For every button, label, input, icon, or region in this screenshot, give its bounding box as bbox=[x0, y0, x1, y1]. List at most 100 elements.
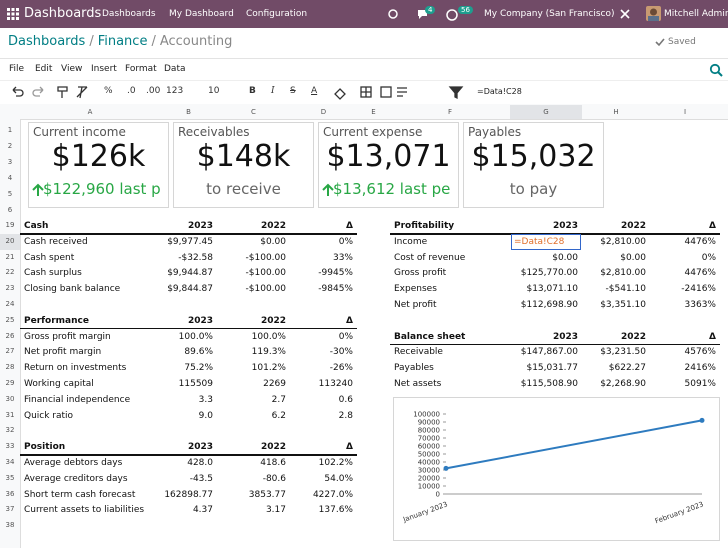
table-cell[interactable]: 428.0 bbox=[187, 458, 213, 468]
table-cell[interactable]: $0.00 bbox=[260, 236, 286, 247]
table-cell[interactable]: -$541.10 bbox=[605, 284, 646, 295]
table-cell[interactable]: Cash received bbox=[24, 236, 88, 247]
toolbar-button[interactable]: .00 bbox=[146, 86, 161, 96]
table-cell[interactable]: $112,698.90 bbox=[520, 300, 578, 310]
toolbar-button[interactable]: .0 bbox=[127, 86, 136, 96]
table-cell[interactable]: 102.2% bbox=[318, 458, 353, 468]
menu-item[interactable]: Edit bbox=[35, 64, 53, 74]
table-cell[interactable]: 54.0% bbox=[324, 473, 353, 484]
column-header[interactable]: H bbox=[613, 108, 619, 116]
row-header[interactable]: 37 bbox=[5, 505, 15, 514]
toolbar-button[interactable]: I bbox=[271, 86, 275, 96]
table-cell[interactable]: 75.2% bbox=[184, 363, 213, 374]
app-name[interactable]: Dashboards bbox=[24, 6, 102, 21]
toolbar-button[interactable]: % bbox=[104, 86, 113, 96]
table-cell[interactable]: 115509 bbox=[178, 379, 213, 389]
table-cell[interactable]: Net assets bbox=[394, 379, 442, 389]
table-cell[interactable]: 2416% bbox=[684, 363, 716, 374]
table-cell[interactable]: 0% bbox=[338, 236, 353, 247]
column-header[interactable]: I bbox=[683, 108, 687, 116]
menu-item[interactable]: Insert bbox=[91, 64, 117, 74]
table-cell[interactable]: $2,810.00 bbox=[600, 236, 646, 247]
line-chart[interactable]: 0100002000030000400005000060000700008000… bbox=[393, 397, 720, 541]
row-header[interactable]: 36 bbox=[5, 489, 15, 498]
row-header[interactable]: 32 bbox=[5, 426, 15, 435]
toolbar-button[interactable]: S bbox=[290, 86, 296, 96]
table-cell[interactable]: 137.6% bbox=[318, 505, 353, 516]
table-cell[interactable]: -43.5 bbox=[189, 473, 213, 484]
table-cell[interactable]: 4476% bbox=[684, 236, 716, 247]
toolbar-button[interactable]: 10 bbox=[208, 86, 220, 96]
table-cell[interactable]: $9,977.45 bbox=[167, 236, 213, 247]
table-cell[interactable]: 4227.0% bbox=[312, 489, 353, 500]
table-cell[interactable]: 3363% bbox=[684, 300, 716, 310]
table-cell[interactable]: 101.2% bbox=[251, 363, 286, 374]
table-cell[interactable]: 6.2 bbox=[271, 410, 286, 421]
table-cell[interactable]: $0.00 bbox=[620, 252, 646, 263]
row-header[interactable]: 35 bbox=[5, 473, 15, 482]
table-cell[interactable]: $9,944.87 bbox=[167, 268, 213, 279]
row-header[interactable]: 6 bbox=[7, 206, 13, 214]
table-cell[interactable]: Financial independence bbox=[24, 394, 131, 405]
table-cell[interactable]: 3.17 bbox=[265, 505, 286, 516]
row-header[interactable]: 21 bbox=[5, 252, 15, 261]
row-header[interactable]: 4 bbox=[7, 174, 13, 182]
table-cell[interactable]: Short term cash forecast bbox=[24, 489, 136, 500]
row-header[interactable]: 26 bbox=[5, 331, 15, 340]
row-header[interactable]: 34 bbox=[5, 458, 15, 466]
row-header[interactable]: 25 bbox=[5, 315, 15, 324]
breadcrumb-item[interactable]: Finance bbox=[97, 34, 148, 49]
table-cell[interactable]: Average creditors days bbox=[24, 473, 128, 484]
table-cell[interactable]: 418.6 bbox=[260, 458, 286, 468]
table-cell[interactable]: 113240 bbox=[318, 379, 353, 389]
scorecard[interactable]: Current income $126k $122,960 last p bbox=[28, 122, 169, 208]
table-cell[interactable]: 5091% bbox=[684, 379, 716, 389]
row-header[interactable]: 19 bbox=[5, 221, 15, 229]
table-cell[interactable]: 0.6 bbox=[338, 394, 353, 405]
table-cell[interactable]: $125,770.00 bbox=[520, 268, 578, 279]
row-header[interactable]: 1 bbox=[7, 126, 13, 134]
scorecard[interactable]: Receivables $148k to receive bbox=[173, 122, 314, 208]
table-cell[interactable]: $2,810.00 bbox=[600, 268, 646, 279]
table-cell[interactable]: 33% bbox=[332, 252, 353, 263]
table-cell[interactable]: Net profit margin bbox=[24, 347, 102, 358]
table-cell[interactable]: $15,031.77 bbox=[526, 363, 578, 374]
menu-item[interactable]: Data bbox=[164, 64, 186, 74]
row-header[interactable]: 22 bbox=[5, 268, 15, 277]
column-header[interactable]: B bbox=[186, 108, 191, 116]
table-cell[interactable]: Current assets to liabilities bbox=[24, 505, 145, 516]
table-cell[interactable]: 0% bbox=[338, 331, 353, 342]
table-cell[interactable]: -80.6 bbox=[262, 473, 286, 484]
column-header[interactable]: D bbox=[320, 108, 327, 116]
table-cell[interactable]: Average debtors days bbox=[24, 458, 123, 468]
table-cell[interactable]: Cost of revenue bbox=[394, 252, 466, 263]
app-grid-icon[interactable] bbox=[7, 8, 19, 20]
menu-item[interactable]: View bbox=[61, 64, 83, 74]
toolbar-button[interactable]: 123 bbox=[166, 86, 184, 96]
table-cell[interactable]: 4.37 bbox=[192, 505, 213, 516]
table-cell[interactable]: -30% bbox=[329, 347, 353, 358]
table-cell[interactable]: $147,867.00 bbox=[520, 347, 578, 358]
nav-menu-item[interactable]: Configuration bbox=[246, 9, 308, 19]
table-cell[interactable]: 2269 bbox=[263, 379, 286, 389]
row-header[interactable]: 2 bbox=[7, 142, 13, 150]
row-header[interactable]: 33 bbox=[5, 442, 15, 451]
breadcrumb-item[interactable]: Dashboards bbox=[8, 34, 86, 49]
column-header[interactable]: E bbox=[371, 108, 376, 116]
table-cell[interactable]: Cash spent bbox=[24, 252, 75, 263]
avatar[interactable] bbox=[646, 6, 661, 21]
column-header[interactable]: G bbox=[510, 105, 582, 119]
table-cell[interactable]: Gross profit bbox=[394, 268, 447, 279]
row-header[interactable]: 31 bbox=[5, 410, 15, 419]
table-cell[interactable]: 4576% bbox=[684, 347, 716, 358]
menu-item[interactable]: File bbox=[9, 64, 25, 74]
table-cell[interactable]: Gross profit margin bbox=[24, 331, 111, 342]
table-cell[interactable]: 89.6% bbox=[184, 347, 213, 358]
row-header[interactable]: 24 bbox=[5, 300, 15, 308]
table-cell[interactable]: 3853.77 bbox=[248, 489, 286, 500]
table-cell[interactable]: 100.0% bbox=[178, 331, 213, 342]
messages-badge[interactable]: 4 bbox=[425, 6, 436, 14]
table-cell[interactable]: Return on investments bbox=[24, 363, 127, 374]
table-cell[interactable]: -$32.58 bbox=[178, 252, 213, 263]
row-header[interactable]: 3 bbox=[7, 158, 13, 166]
